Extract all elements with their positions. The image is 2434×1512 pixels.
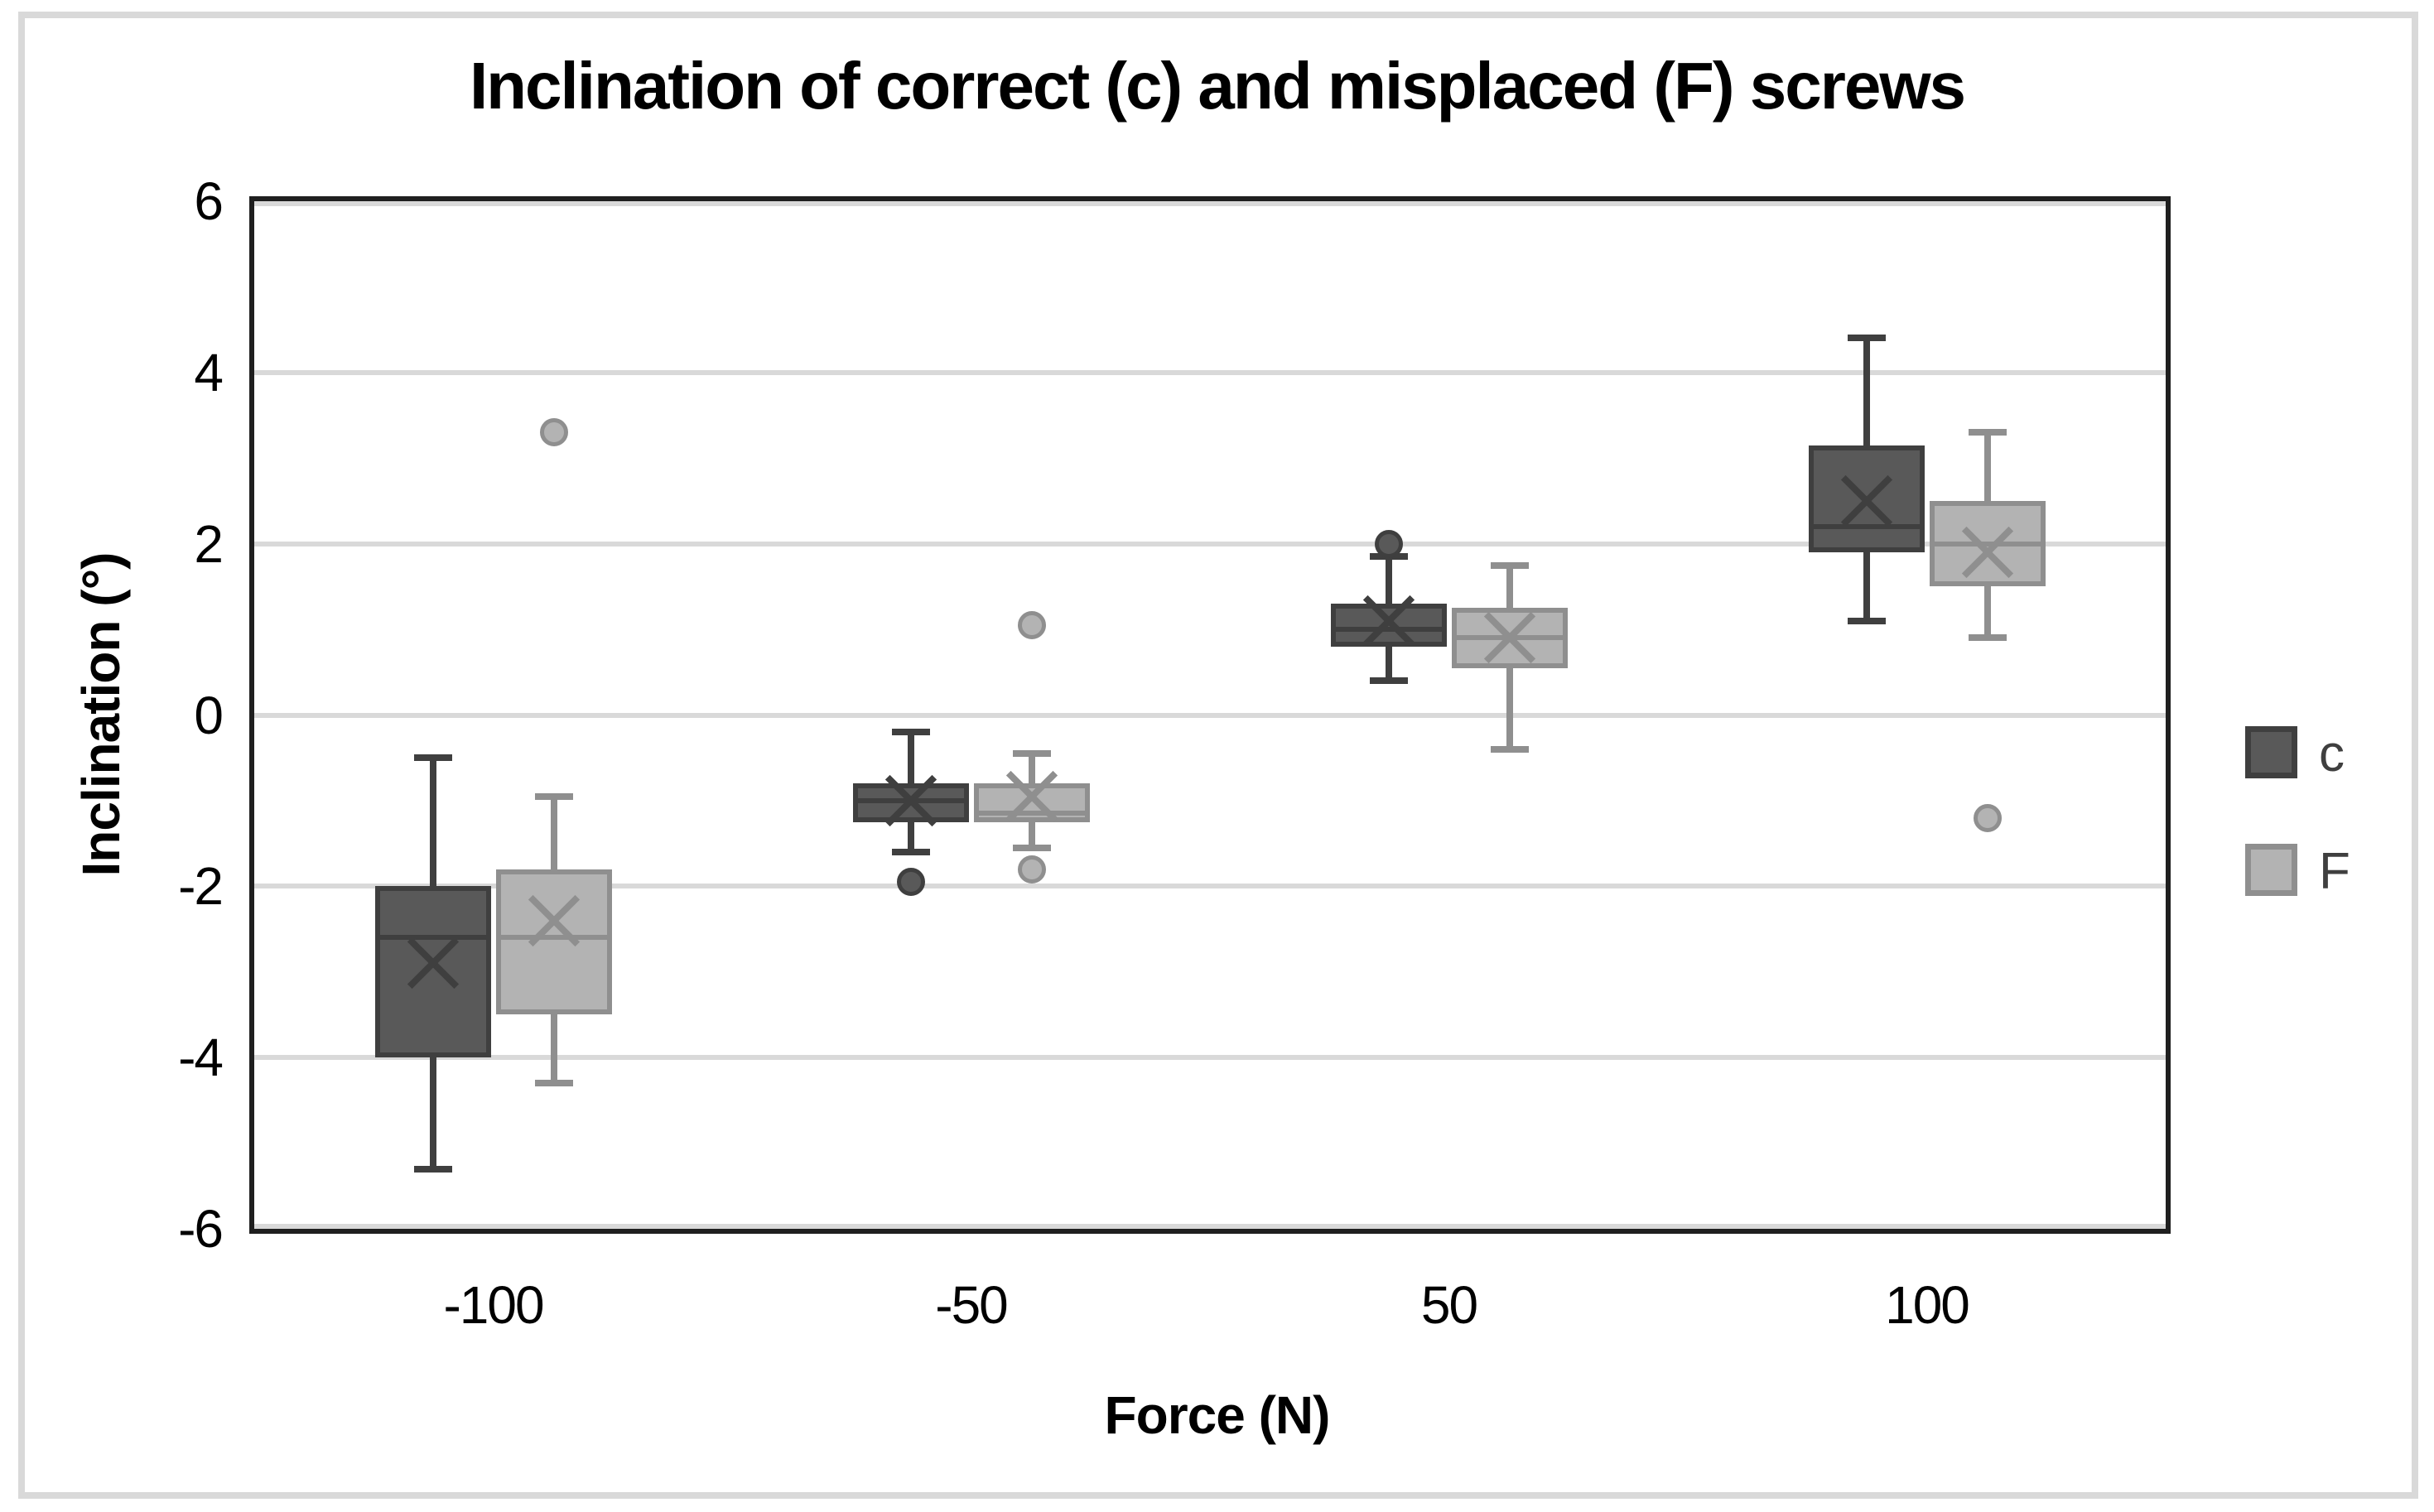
box-F--100 [495, 869, 612, 1015]
outlier-F-100-at--1.2 [1973, 803, 2002, 832]
gridline-y-4 [254, 1055, 2166, 1061]
whisker-lower-F-100 [1983, 586, 1991, 638]
y-tick-label-2: 2 [194, 513, 224, 574]
legend-entry-c: c [2245, 725, 2427, 782]
median-F-100 [1929, 541, 2046, 547]
mean-marker-F-100 [1961, 526, 2013, 579]
x-axis-title: Force (N) [1104, 1385, 1331, 1445]
legend-label-F: F [2319, 843, 2350, 900]
x-tick-label--100: -100 [443, 1275, 544, 1335]
figure-border-frame [18, 12, 2418, 1499]
whisker-upper-F-50 [1506, 565, 1513, 609]
whisker-cap-bottom-c--100 [413, 1165, 452, 1173]
legend-entry-F: F [2245, 843, 2427, 900]
whisker-cap-bottom-F-50 [1490, 745, 1529, 753]
gridline-y6 [254, 201, 2166, 206]
gridline-y-2 [254, 884, 2166, 889]
whisker-cap-bottom-c--50 [891, 848, 930, 855]
legend-swatch-F [2245, 844, 2297, 896]
whisker-cap-top-F-50 [1490, 561, 1529, 569]
mean-marker-c--50 [884, 774, 937, 827]
legend-label-c: c [2319, 725, 2345, 782]
whisker-cap-bottom-c-100 [1847, 617, 1886, 624]
whisker-upper-F-100 [1983, 432, 1991, 501]
whisker-cap-top-F--100 [534, 792, 573, 800]
plot-area [249, 196, 2171, 1234]
whisker-lower-c--100 [429, 1057, 436, 1169]
whisker-upper-c-50 [1385, 556, 1392, 604]
legend-swatch-c [2245, 726, 2297, 778]
whisker-lower-c--50 [907, 821, 914, 852]
y-tick-label--6: -6 [178, 1199, 224, 1259]
whisker-upper-F--50 [1028, 754, 1035, 784]
median-F--100 [495, 935, 612, 941]
median-c-100 [1808, 523, 1925, 529]
whisker-cap-top-c--100 [413, 754, 452, 762]
outlier-F--50-at--1.8 [1017, 855, 1046, 884]
box-c--100 [374, 886, 491, 1058]
whisker-lower-F--50 [1028, 821, 1035, 848]
median-c-50 [1330, 627, 1447, 633]
mean-marker-c--100 [407, 937, 459, 990]
whisker-cap-bottom-F--50 [1012, 844, 1051, 851]
median-F--50 [973, 811, 1090, 816]
y-tick-label--4: -4 [178, 1028, 224, 1088]
outlier-c--50-at--1.95 [896, 868, 925, 897]
whisker-lower-c-100 [1863, 552, 1870, 621]
whisker-lower-F--100 [550, 1014, 557, 1084]
outlier-F--50-at-1.05 [1017, 610, 1046, 639]
whisker-cap-bottom-c-50 [1369, 677, 1408, 685]
y-tick-label-6: 6 [194, 171, 224, 231]
chart-title: Inclination of correct (c) and misplaced… [469, 49, 1966, 123]
whisker-upper-c--100 [429, 758, 436, 887]
whisker-upper-F--100 [550, 796, 557, 869]
outlier-c-50-at-2 [1374, 529, 1403, 558]
whisker-cap-top-c--50 [891, 729, 930, 736]
x-tick-label--50: -50 [935, 1275, 1009, 1335]
x-tick-label-100: 100 [1885, 1275, 1970, 1335]
mean-marker-F--100 [528, 894, 580, 946]
y-tick-label-0: 0 [194, 685, 224, 745]
median-c--100 [374, 935, 491, 941]
whisker-cap-bottom-F-100 [1968, 634, 2007, 642]
whisker-cap-top-c-100 [1847, 335, 1886, 342]
gridline-y-6 [254, 1224, 2166, 1229]
mean-marker-c-100 [1840, 474, 1892, 527]
whisker-upper-c-100 [1863, 338, 1870, 445]
whisker-lower-F-50 [1506, 667, 1513, 749]
whisker-cap-top-F-100 [1968, 429, 2007, 436]
gridline-y0 [254, 712, 2166, 718]
gridline-y2 [254, 541, 2166, 547]
y-tick-label-4: 4 [194, 342, 224, 402]
mean-marker-F-50 [1483, 612, 1535, 664]
mean-marker-F--50 [1005, 770, 1058, 822]
whisker-cap-bottom-F--100 [534, 1080, 573, 1087]
whisker-upper-c--50 [907, 732, 914, 784]
whisker-cap-top-F--50 [1012, 750, 1051, 758]
whisker-lower-c-50 [1385, 646, 1392, 681]
gridline-y4 [254, 369, 2166, 375]
y-tick-label--2: -2 [178, 856, 224, 917]
mean-marker-c-50 [1362, 595, 1415, 647]
outlier-F--100-at-3.3 [539, 418, 568, 447]
x-tick-label-50: 50 [1420, 1275, 1478, 1335]
